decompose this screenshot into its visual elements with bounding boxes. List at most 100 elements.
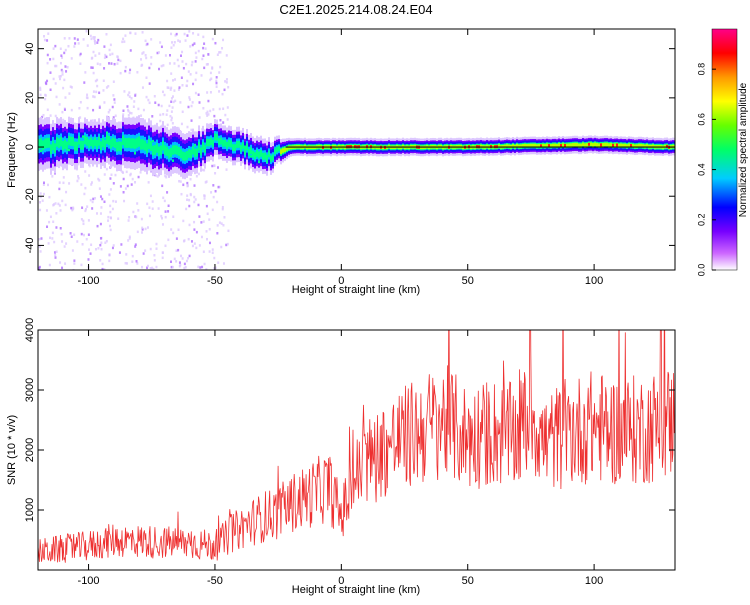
heatmap-cell — [128, 137, 130, 148]
heatmap-cell — [221, 205, 224, 209]
heatmap-cell — [194, 51, 197, 55]
heatmap-cell — [163, 93, 166, 97]
heatmap-cell — [614, 143, 616, 147]
heatmap-cell — [141, 231, 144, 234]
heatmap-cell — [634, 144, 636, 148]
heatmap-cell — [84, 207, 87, 211]
heatmap-cell — [217, 261, 220, 264]
heatmap-cell — [166, 123, 169, 127]
heatmap-cell — [64, 262, 67, 265]
heatmap-cell — [222, 262, 225, 265]
heatmap-cell — [207, 99, 210, 103]
heatmap-cell — [170, 265, 173, 269]
heatmap-cell — [64, 203, 67, 207]
heatmap-cell — [202, 35, 205, 39]
heatmap-cell — [56, 137, 58, 147]
heatmap-cell — [46, 39, 49, 42]
heatmap-cell — [161, 90, 164, 94]
heatmap-cell — [223, 216, 226, 219]
heatmap-cell — [42, 192, 45, 196]
heatmap-cell — [73, 259, 76, 262]
heatmap-cell — [106, 134, 108, 144]
heatmap-cell — [129, 68, 132, 72]
heatmap-cell — [612, 143, 615, 147]
heatmap-cell — [82, 38, 85, 41]
heatmap-cell — [221, 46, 224, 50]
heatmap-cell — [42, 181, 45, 185]
heatmap-cell — [191, 60, 194, 64]
heatmap-cell — [201, 265, 204, 269]
heatmap-cell — [46, 61, 49, 65]
heatmap-cell — [148, 66, 151, 70]
heatmap-cell — [49, 58, 52, 61]
heatmap-cell — [216, 53, 219, 57]
heatmap-cell — [58, 187, 61, 191]
heatmap-cell — [564, 144, 567, 148]
spectrogram-y-tick-label: -20 — [24, 188, 36, 204]
heatmap-cell — [177, 248, 180, 252]
heatmap-cell — [103, 56, 106, 60]
heatmap-cell — [178, 86, 181, 89]
heatmap-cell — [108, 259, 111, 263]
heatmap-cell — [203, 194, 206, 198]
heatmap-cell — [197, 49, 200, 53]
heatmap-cell — [206, 138, 208, 147]
heatmap-cell — [184, 265, 187, 269]
heatmap-cell — [122, 109, 125, 112]
heatmap-cell — [148, 139, 150, 150]
heatmap-cell — [108, 108, 111, 112]
spectrogram-x-label: Height of straight line (km) — [292, 284, 420, 296]
heatmap-cell — [248, 149, 250, 157]
heatmap-cell — [80, 183, 83, 186]
heatmap-cell — [540, 144, 543, 148]
heatmap-cell — [123, 90, 126, 93]
heatmap-cell — [144, 146, 146, 150]
heatmap-cell — [43, 35, 46, 38]
heatmap-cell — [504, 144, 506, 149]
heatmap-cell — [216, 224, 219, 227]
heatmap-cell — [171, 265, 174, 269]
heatmap-cell — [69, 232, 72, 235]
heatmap-cell — [238, 140, 240, 148]
heatmap-cell — [205, 112, 208, 115]
heatmap-cell — [124, 69, 127, 73]
heatmap-cell — [250, 147, 252, 155]
heatmap-cell — [118, 251, 121, 254]
heatmap-cell — [225, 54, 228, 57]
heatmap-cell — [94, 196, 97, 200]
heatmap-cell — [140, 139, 142, 150]
heatmap-cell — [82, 135, 84, 138]
heatmap-cell — [82, 219, 85, 223]
heatmap-cell — [171, 122, 174, 125]
colorbar-tick-label: 0.8 — [696, 63, 706, 76]
heatmap-cell — [96, 140, 98, 149]
heatmap-cell — [46, 108, 49, 112]
heatmap-cell — [187, 256, 190, 260]
heatmap-cell — [138, 136, 140, 147]
heatmap-cell — [126, 184, 129, 188]
heatmap-cell — [73, 45, 76, 48]
heatmap-cell — [213, 267, 216, 270]
colorbar-gradient — [712, 29, 737, 270]
heatmap-cell — [188, 96, 191, 99]
heatmap-cell — [92, 50, 95, 54]
heatmap-cell — [108, 224, 111, 228]
heatmap-cell — [170, 72, 173, 75]
heatmap-cell — [117, 58, 120, 62]
heatmap-cell — [554, 143, 556, 148]
heatmap-cell — [198, 244, 201, 247]
heatmap-cell — [167, 204, 170, 208]
heatmap-cell — [196, 148, 198, 157]
heatmap-cell — [179, 101, 182, 104]
heatmap-cell — [100, 206, 103, 209]
heatmap-cell — [189, 177, 192, 181]
heatmap-cell — [272, 154, 274, 161]
heatmap-cell — [107, 215, 110, 219]
heatmap-cell — [38, 245, 41, 248]
heatmap-cell — [141, 228, 144, 231]
heatmap-cell — [156, 51, 159, 55]
heatmap-cell — [151, 200, 154, 203]
heatmap-cell — [62, 176, 65, 179]
heatmap-cell — [105, 33, 108, 36]
heatmap-cell — [522, 144, 524, 148]
